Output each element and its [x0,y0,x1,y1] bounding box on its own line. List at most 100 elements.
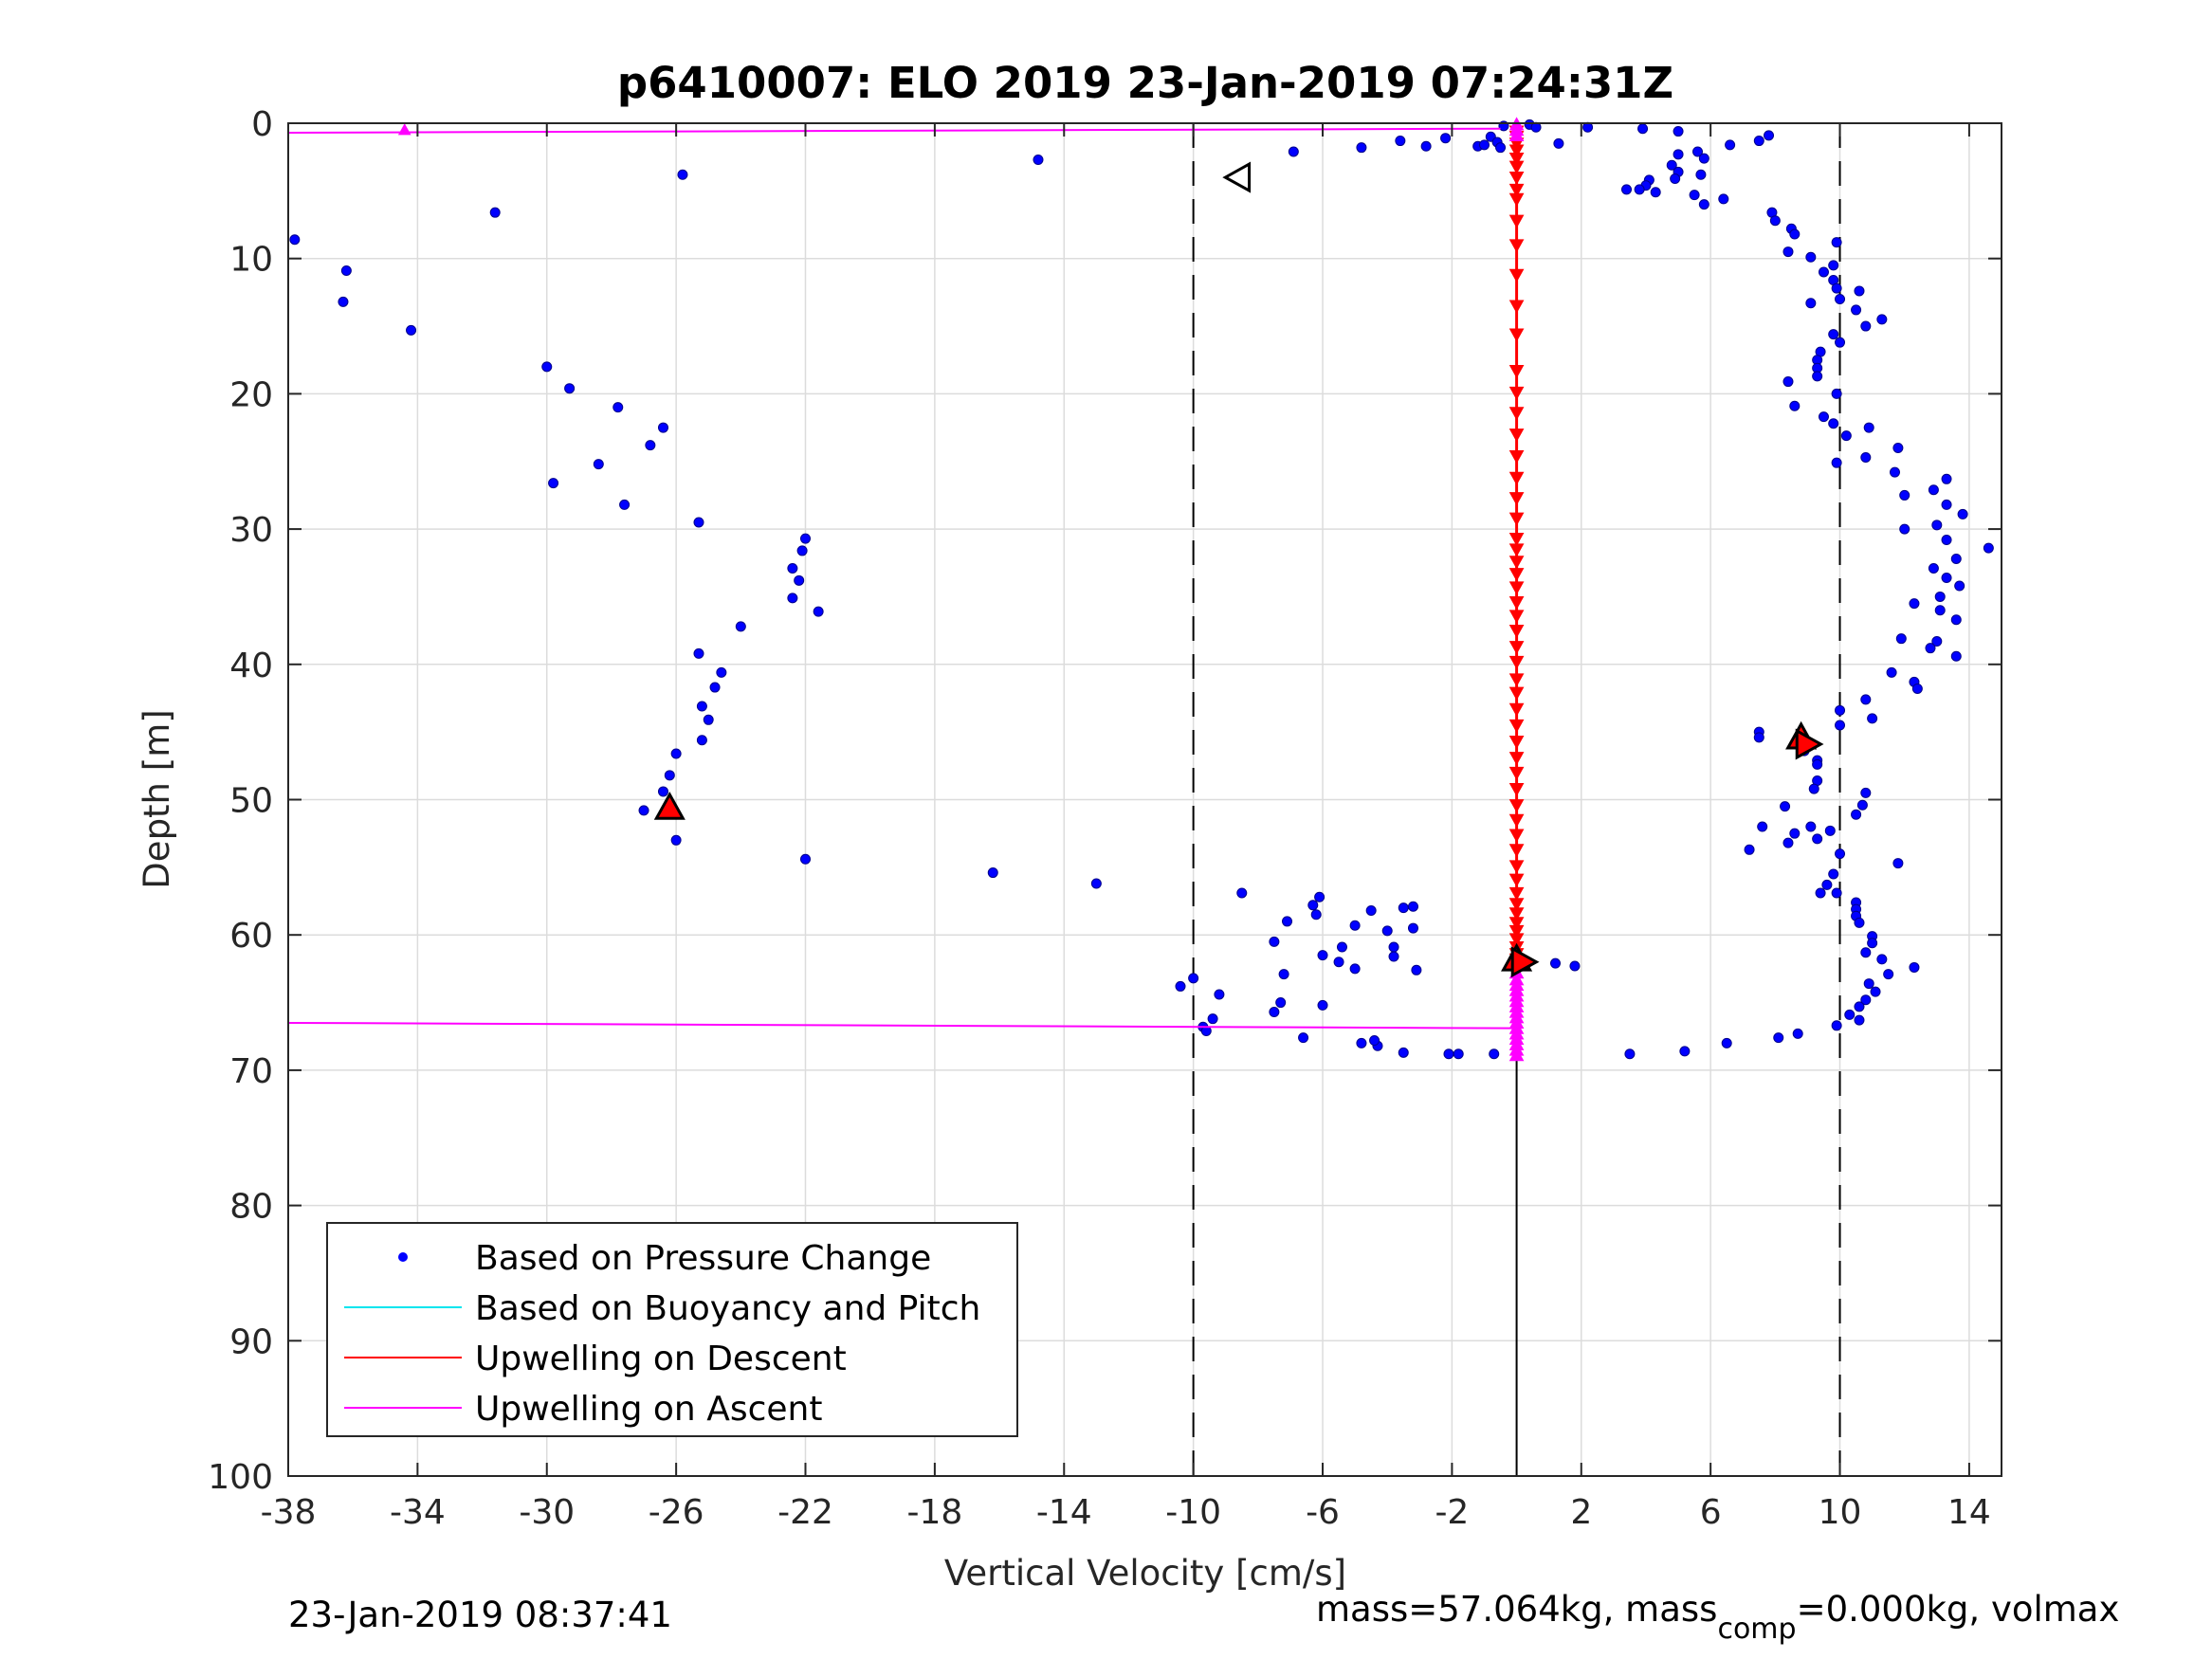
pressure-change-point [1336,941,1347,953]
pressure-change-point [670,834,682,846]
upwelling-descent-marker [1508,328,1525,342]
pressure-change-point [1407,901,1418,912]
x-tick-label: -26 [649,1493,704,1532]
legend-label: Based on Pressure Change [475,1239,931,1278]
pressure-change-point [1911,683,1923,694]
upwelling-descent-marker [1508,428,1525,443]
pressure-change-point [1440,133,1452,144]
pressure-change-point [1489,1048,1500,1060]
pressure-change-point [1369,1035,1380,1047]
upwelling-descent-marker [1508,898,1525,912]
pressure-change-point [612,402,624,413]
pressure-change-point [1831,1020,1842,1031]
pressure-change-point [1789,400,1801,411]
pressure-change-point [1844,1009,1856,1020]
legend-label: Upwelling on Descent [475,1340,847,1378]
pressure-change-point [1983,542,1994,554]
pressure-change-point [1757,821,1768,832]
pressure-change-point [1934,605,1946,616]
footer-mass-info: mass=57.064kg, masscomp=0.000kg, volmax [1316,1589,2119,1646]
pressure-change-point [1851,304,1862,316]
pressure-change-point [1782,376,1794,388]
legend-swatch-dot [398,1252,408,1262]
x-tick-label: -18 [906,1493,962,1532]
pressure-change-point [1317,950,1328,961]
pressure-change-point [1495,142,1507,154]
pressure-change-point [813,606,824,617]
pressure-change-point [1650,187,1661,198]
pressure-change-point [1782,837,1794,848]
pressure-change-point [1395,136,1406,147]
upwelling-ascent-marker [397,123,411,136]
pressure-change-point [1941,572,1952,583]
pressure-change-point [1886,666,1897,678]
upwelling-descent-marker [1508,449,1525,465]
pressure-change-point [1721,1037,1732,1048]
pressure-change-point [1835,720,1846,731]
pressure-change-point [1854,1014,1865,1026]
pressure-change-point [1634,184,1645,195]
pressure-change-point [1831,237,1842,248]
pressure-change-point [489,207,501,218]
upwelling-descent-marker [1508,543,1525,557]
x-axis-label: Vertical Velocity [cm/s] [944,1553,1346,1594]
upwelling-descent-marker [1508,829,1525,843]
y-tick-label: 100 [208,1458,273,1497]
upwelling-descent-marker [1508,886,1525,901]
pressure-change-point [1188,973,1199,984]
pressure-change-point [1941,499,1952,510]
upwelling-descent-marker [1508,171,1525,186]
pressure-change-point [1679,1046,1691,1057]
pressure-change-point [1860,787,1872,798]
y-tick-label: 50 [229,782,273,821]
annotation-marker-left [1222,161,1252,193]
pressure-change-point [1753,732,1764,743]
pressure-change-point [1310,909,1322,921]
upwelling-descent-marker [1508,568,1525,582]
pressure-change-point [1828,868,1839,880]
upwelling-descent-marker [1508,933,1525,947]
pressure-change-point [1957,508,1968,520]
mass-text-b: =0.000kg, volmax [1797,1589,2120,1630]
pressure-change-point [1808,783,1819,794]
mass-text-a: mass=57.064kg, mass [1316,1589,1717,1630]
x-tick-label: -38 [261,1493,317,1532]
upwelling-descent-marker [1508,471,1525,485]
pressure-change-point [1769,215,1781,227]
pressure-change-point [1725,139,1736,151]
pressure-change-point [735,621,746,632]
upwelling-descent-marker [1508,625,1525,639]
pressure-change-point [1298,1032,1309,1044]
pressure-change-point [1840,430,1852,442]
pressure-change-point [619,499,631,510]
pressure-change-point [1269,936,1280,947]
upwelling-descent-marker [1508,907,1525,921]
x-tick-label: -30 [519,1493,575,1532]
pressure-change-point [1828,418,1839,429]
upwelling-descent-marker [1508,365,1525,379]
y-tick-label: 90 [229,1322,273,1361]
pressure-change-point [1637,123,1649,135]
upwelling-descent-marker [1508,873,1525,887]
pressure-change-point [1821,879,1833,890]
pressure-change-point [338,296,349,307]
pressure-change-point [593,459,604,470]
pressure-change-point [693,647,704,659]
pressure-change-point [1744,844,1755,855]
pressure-change-point [289,234,301,246]
y-tick-label: 0 [251,105,273,144]
annotation-marker-right [1510,946,1540,978]
pressure-change-point [1666,159,1677,171]
pressure-change-point [1860,947,1872,958]
pressure-change-point [1792,1028,1803,1039]
pressure-change-point [1860,694,1872,705]
pressure-change-point [1835,848,1846,860]
pressure-change-point [1941,473,1952,484]
pressure-change-point [1831,283,1842,294]
upwelling-descent-marker [1508,160,1525,174]
pressure-change-point [1689,190,1700,201]
pressure-change-point [693,517,704,528]
upwelling-descent-marker [1508,239,1525,253]
pressure-change-point [1288,146,1299,157]
